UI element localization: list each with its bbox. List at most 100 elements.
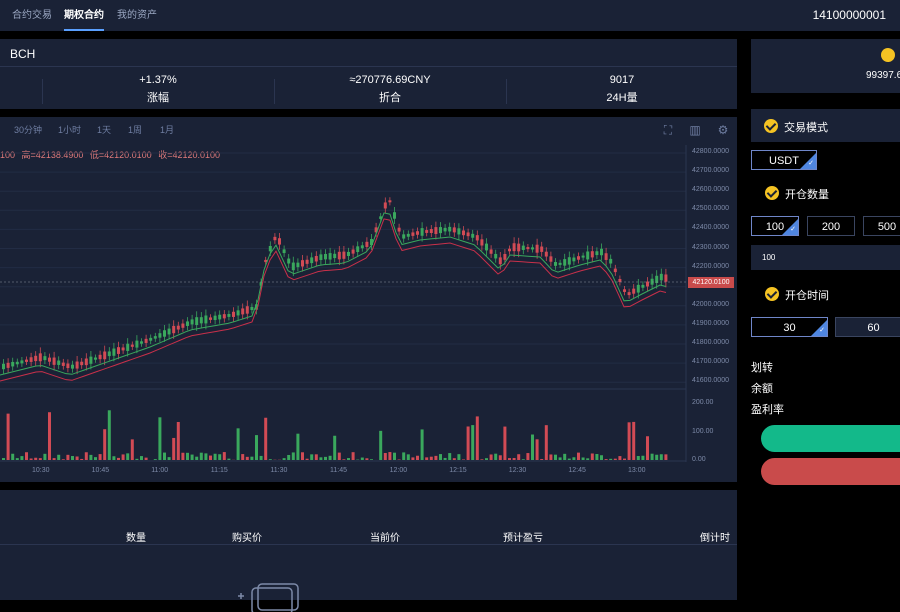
volume-bar: [439, 454, 442, 460]
candle-body: [43, 356, 46, 360]
buy-up-button[interactable]: [761, 425, 900, 452]
candlestick-chart[interactable]: [0, 117, 737, 482]
candle-body: [444, 228, 447, 232]
time-option-60[interactable]: 60: [835, 317, 900, 337]
volume-bar: [329, 456, 332, 460]
volume-bar: [80, 459, 83, 460]
candle-body: [517, 244, 520, 252]
volume-bar: [172, 438, 175, 460]
candle-body: [618, 279, 621, 282]
volume-bar: [241, 454, 244, 460]
check-icon: ✓: [808, 160, 814, 168]
volume-bar: [324, 457, 327, 460]
volume-bar: [34, 458, 37, 460]
volume-bar: [57, 455, 60, 460]
candle-body: [283, 249, 286, 253]
candle-body: [605, 253, 608, 260]
candle-body: [411, 232, 414, 235]
volume-bar: [536, 439, 539, 460]
qty-option-200[interactable]: 200: [807, 216, 855, 236]
volume-bar: [204, 453, 207, 460]
candle-body: [641, 285, 644, 288]
stat-change-value: +1.37%: [108, 74, 208, 86]
time-title: 开仓时间: [785, 287, 829, 303]
candle-body: [310, 257, 313, 263]
candle-body: [57, 361, 60, 365]
candle-body: [586, 251, 589, 259]
candle-body: [76, 362, 79, 369]
volume-bar: [43, 454, 46, 460]
time-option-30[interactable]: 30 ✓: [751, 317, 828, 337]
candle-body: [85, 359, 88, 366]
qty-option-500[interactable]: 500: [863, 216, 900, 236]
volume-bar: [637, 456, 640, 460]
candle-body: [62, 363, 65, 366]
currency-label: USDT: [769, 155, 799, 167]
candle-body: [273, 237, 276, 240]
volume-bar: [614, 459, 617, 460]
candle-body: [112, 349, 115, 356]
divider: [0, 544, 737, 545]
candle-body: [476, 235, 479, 240]
candle-body: [315, 256, 318, 262]
candle-body: [352, 250, 355, 254]
volume-bar: [255, 435, 258, 460]
volume-bar: [306, 459, 309, 460]
volume-bar: [140, 456, 143, 460]
qty-option-100[interactable]: 100 ✓: [751, 216, 799, 236]
candle-body: [554, 262, 557, 266]
candle-body: [20, 360, 23, 363]
volume-bar: [296, 434, 299, 460]
volume-bar: [591, 453, 594, 460]
price-tick: 42500.0000: [692, 205, 729, 212]
price-tick: 42400.0000: [692, 224, 729, 231]
candle-body: [319, 254, 322, 260]
col-current-price: 当前价: [370, 529, 400, 544]
volume-bar: [94, 457, 97, 460]
candle-body: [508, 249, 511, 252]
volume-bar: [218, 454, 221, 460]
volume-bar: [641, 456, 644, 460]
account-number[interactable]: 14100000001: [813, 0, 886, 31]
stat-cny: ≈270776.69CNY 折合: [325, 74, 455, 105]
volume-bar: [600, 455, 603, 460]
candle-body: [154, 336, 157, 339]
volume-bar: [586, 458, 589, 460]
candle-body: [158, 333, 161, 337]
candle-body: [16, 362, 19, 364]
volume-bar: [568, 459, 571, 460]
check-icon: [764, 119, 778, 133]
nav-contract-trading[interactable]: 合约交易: [12, 0, 52, 31]
candle-body: [526, 247, 529, 249]
currency-option-usdt[interactable]: USDT ✓: [751, 150, 817, 170]
candle-body: [614, 269, 617, 273]
candle-body: [342, 252, 345, 259]
candle-body: [103, 352, 106, 360]
volume-bar: [7, 414, 10, 460]
qty-input[interactable]: 100: [751, 245, 900, 270]
nav-options-contract[interactable]: 期权合约: [64, 0, 104, 31]
volume-bar: [522, 459, 525, 460]
volume-bar: [62, 459, 65, 460]
candle-body: [278, 238, 281, 244]
volume-bar: [402, 452, 405, 460]
check-icon: ✓: [790, 226, 796, 234]
price-tick: 41800.0000: [692, 339, 729, 346]
candle-body: [545, 252, 548, 257]
volume-bar: [476, 416, 479, 460]
candle-body: [494, 254, 497, 258]
volume-bar: [471, 425, 474, 460]
candle-body: [186, 321, 189, 326]
volume-bar: [416, 456, 419, 460]
nav-my-assets[interactable]: 我的资产: [117, 0, 157, 31]
time-tick: 12:45: [568, 467, 586, 474]
volume-bar: [526, 453, 529, 460]
volume-bar: [76, 456, 79, 460]
buy-down-button[interactable]: [761, 458, 900, 485]
candle-body: [99, 355, 102, 359]
volume-bar: [292, 452, 295, 460]
volume-bar: [117, 458, 120, 460]
balance-panel: 99397.6: [751, 39, 900, 93]
candle-body: [453, 227, 456, 232]
volume-bar: [269, 459, 272, 460]
